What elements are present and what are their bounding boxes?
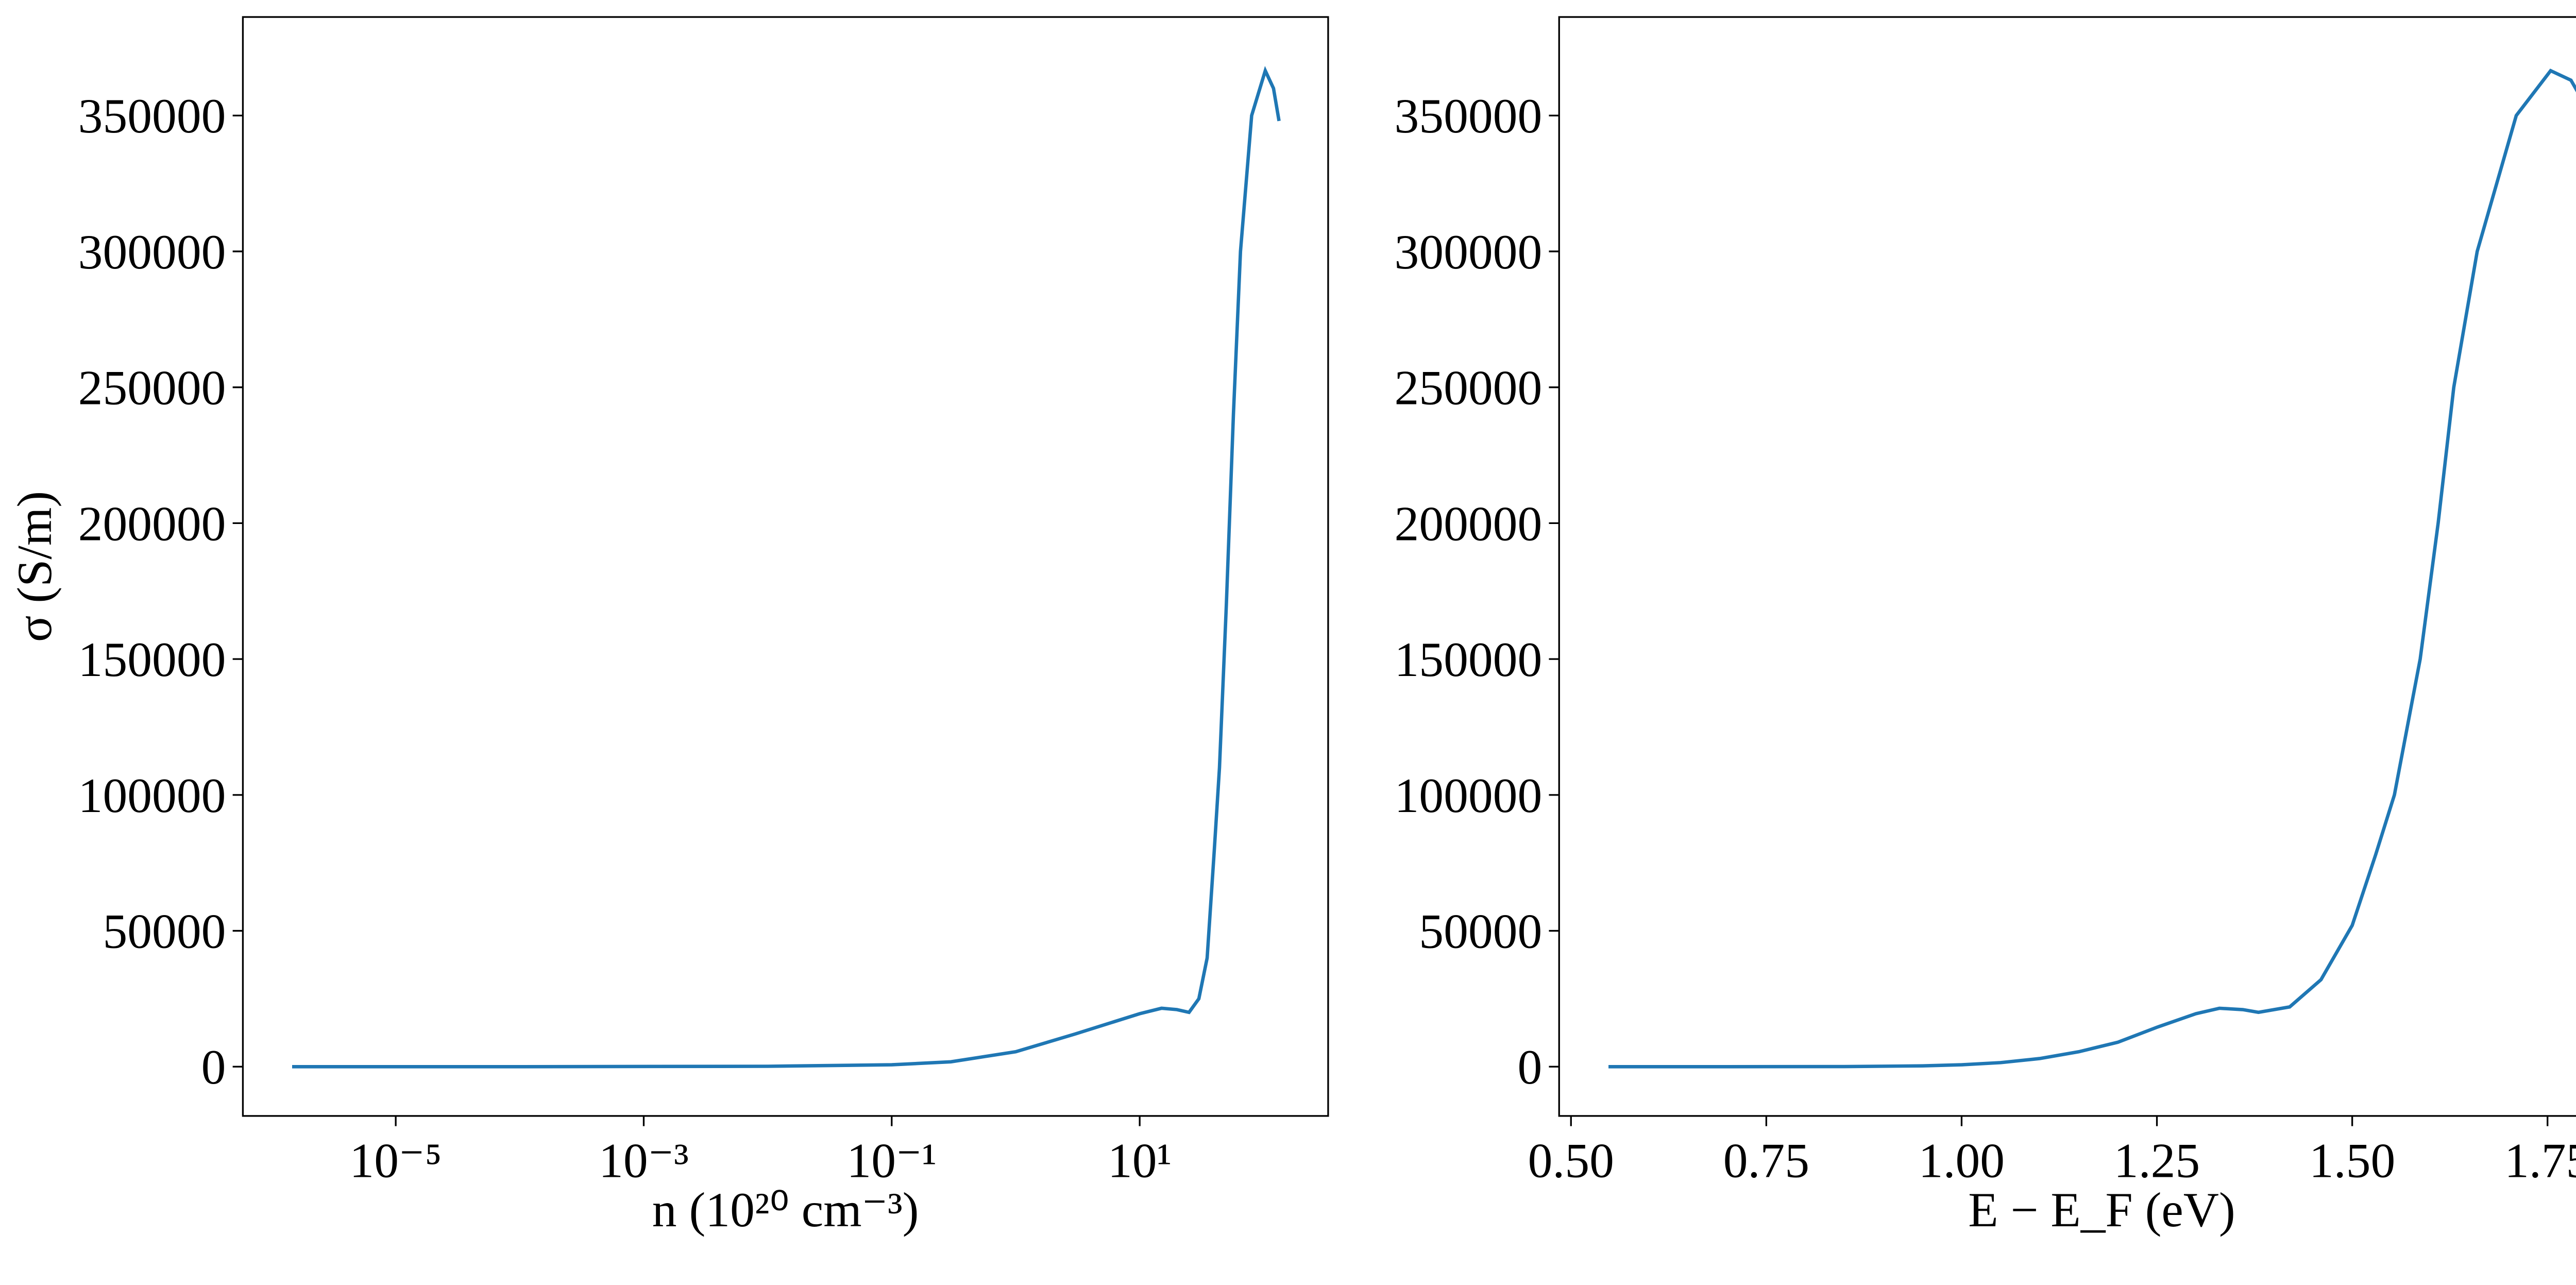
y-axis-label: σ (S/m) [7, 491, 62, 642]
y-tick-label: 300000 [78, 225, 226, 279]
plot-frame [242, 16, 1329, 1117]
y-tick-label: 200000 [78, 496, 226, 551]
plot-frame [1558, 16, 2576, 1117]
x-tick-label: 10⁻³ [599, 1134, 689, 1188]
y-tick-label: 250000 [78, 361, 226, 415]
x-axis-label: E − E_F (eV) [1968, 1182, 2235, 1237]
y-tick-label: 0 [201, 1040, 226, 1094]
y-tick-label: 150000 [1394, 632, 1542, 687]
x-tick-label: 1.00 [1919, 1134, 2005, 1188]
y-tick-label: 350000 [1394, 89, 1542, 143]
x-tick-label: 10⁻⁵ [349, 1134, 442, 1188]
y-tick-label: 100000 [78, 768, 226, 823]
y-tick-label: 200000 [1394, 496, 1542, 551]
x-tick-label: 0.50 [1528, 1134, 1614, 1188]
data-line [292, 65, 1281, 1069]
x-tick-label: 1.25 [2114, 1134, 2200, 1188]
y-tick-label: 250000 [1394, 361, 1542, 415]
y-tick-label: 150000 [78, 632, 226, 687]
y-tick-label: 300000 [1394, 225, 1542, 279]
y-tick-label: 50000 [103, 904, 226, 959]
x-axis-label: n (10²⁰ cm⁻³) [652, 1182, 919, 1237]
data-line [1608, 69, 2576, 1069]
y-tick-label: 0 [1517, 1040, 1542, 1094]
y-tick-label: 50000 [1419, 904, 1542, 959]
x-tick-label: 1.50 [2309, 1134, 2395, 1188]
y-tick-label: 350000 [78, 89, 226, 143]
x-tick-label: 1.75 [2504, 1134, 2576, 1188]
x-tick-label: 10⁻¹ [846, 1134, 937, 1188]
y-tick-label: 100000 [1394, 768, 1542, 823]
x-tick-label: 10¹ [1108, 1134, 1172, 1188]
x-tick-label: 0.75 [1723, 1134, 1809, 1188]
